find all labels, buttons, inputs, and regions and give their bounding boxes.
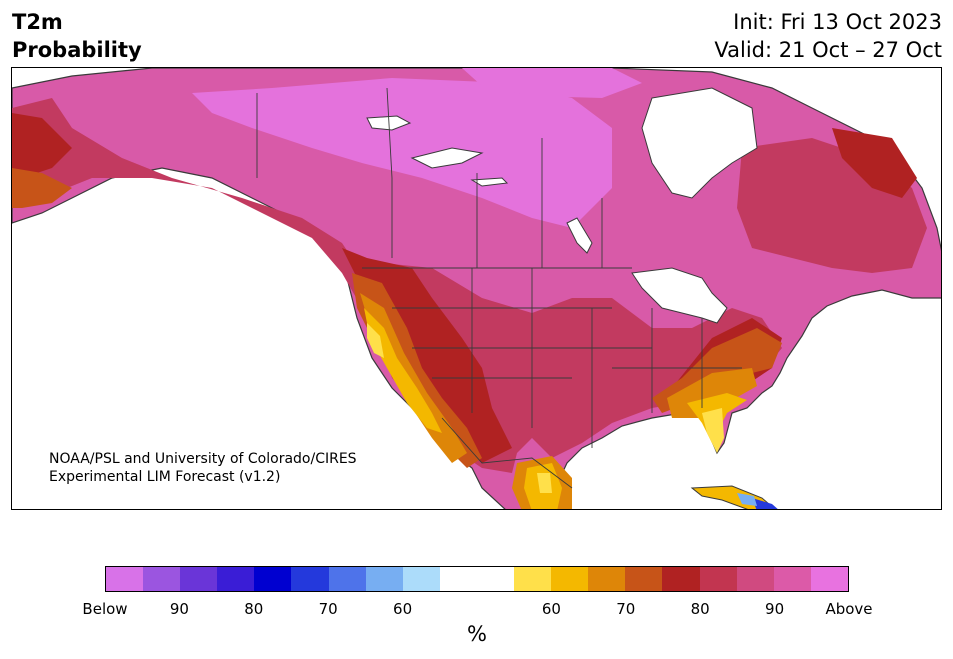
colorbar-tick-label: 70 [318,600,338,618]
colorbar-tick-label: 60 [393,600,413,618]
colorbar-tick-label: 90 [169,600,189,618]
colorbar-tick-label: 70 [616,600,636,618]
colorbar-segment [439,567,477,591]
title-line-1: T2m [12,10,63,34]
colorbar-segment [736,567,774,591]
colorbar-segment [773,567,811,591]
pale-yellow-spot-ca [367,323,384,358]
colorbar-tick-label: 80 [244,600,264,618]
top-pink-canada [192,78,612,228]
colorbar-segment [588,567,626,591]
boundaries [256,87,742,489]
colorbar-segment [662,567,700,591]
colorbar-tick-label: 80 [690,600,710,618]
colorbar-segment [217,567,255,591]
forecast-dates: Init: Fri 13 Oct 2023 Valid: 21 Oct – 27… [714,8,942,64]
valid-range: Valid: 21 Oct – 27 Oct [714,38,942,62]
colorbar-segment [365,567,403,591]
colorbar [105,566,849,592]
red-band-north [832,128,917,198]
colorbar-segment [625,567,663,591]
colorbar-tick-label: Below [82,600,128,618]
colorbar-segment [180,567,218,591]
colorbar-tick-label: 60 [541,600,561,618]
colorbar-segment [291,567,329,591]
lake-winnipeg [566,217,593,254]
colorbar-tick-label: Above [825,600,873,618]
credit-line-1: NOAA/PSL and University of Colorado/CIRE… [49,451,357,467]
colorbar-segment [402,567,440,591]
lake-athabasca [470,177,509,187]
colorbar-segment [551,567,589,591]
top-pink-arctic [462,68,642,98]
colorbar-segment [476,567,515,591]
yellow-band-west [364,308,442,433]
colorbar-segment [514,567,552,591]
probability-map [11,67,942,510]
great-slave-lake [410,147,484,169]
colorbar-unit: % [467,622,487,646]
colorbar-tick-label: 90 [765,600,785,618]
init-date: Init: Fri 13 Oct 2023 [733,10,942,34]
colorbar-segment [254,567,292,591]
credit-text: NOAA/PSL and University of Colorado/CIRE… [49,450,357,486]
colorbar-segment [810,567,848,591]
colorbar-segment [143,567,181,591]
red-band-west [12,113,72,178]
colorbar-segment [106,567,144,591]
caribbean-light [737,493,757,506]
great-lakes [631,267,728,324]
pale-yellow-spot-mx [537,473,552,493]
credit-line-2: Experimental LIM Forecast (v1.2) [49,469,281,485]
caribbean-cool [752,498,778,509]
north-america-map [12,68,941,509]
pale-yellow-florida [702,408,724,453]
chart-title: T2m Probability [12,8,142,64]
colorbar-segment [328,567,366,591]
hudson-bay [641,87,758,199]
orange-band-alaska [12,168,72,208]
colorbar-segment [699,567,737,591]
title-line-2: Probability [12,38,142,62]
